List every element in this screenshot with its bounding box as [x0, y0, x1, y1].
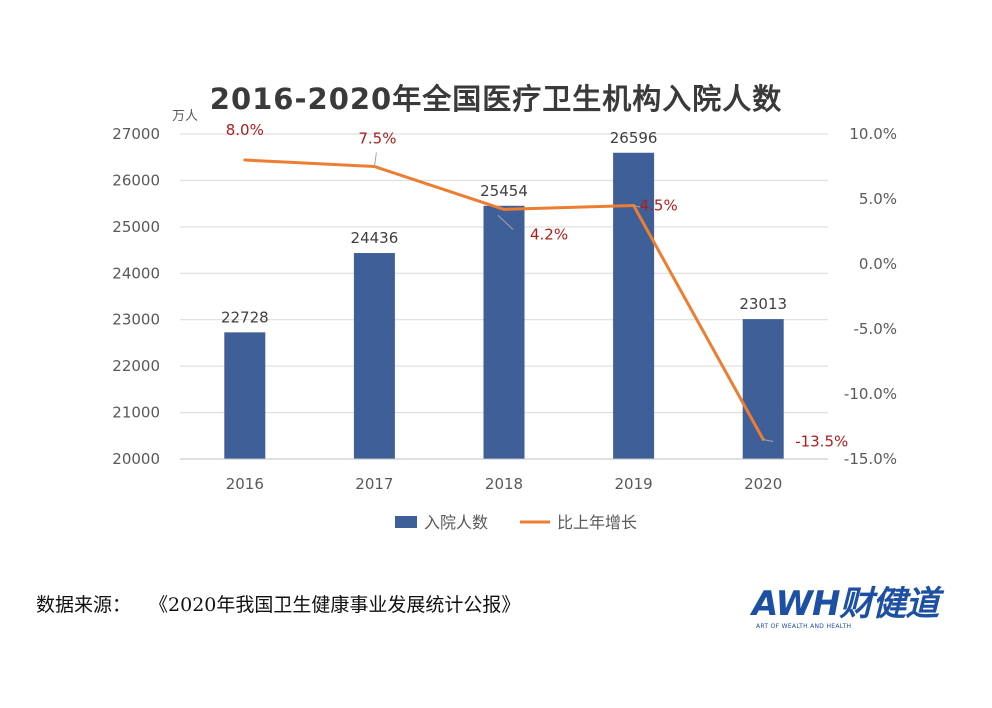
growth-value-label: 8.0% — [226, 121, 264, 139]
source-text: 《2020年我国卫生健康事业发展统计公报》 — [149, 594, 521, 616]
bar — [742, 319, 784, 459]
growth-value-label: 4.2% — [530, 225, 568, 243]
right-tick-label: -5.0% — [853, 320, 897, 338]
legend-swatch-bar — [395, 516, 417, 528]
left-tick-label: 22000 — [112, 357, 160, 375]
label-leader — [373, 152, 377, 167]
bar — [224, 332, 266, 459]
left-tick-label: 26000 — [112, 171, 160, 189]
unit-label: 万人 — [172, 109, 198, 124]
bar-value-label: 26596 — [610, 129, 658, 147]
logo-subtitle: ART OF WEALTH AND HEALTH — [756, 623, 852, 630]
right-tick-label: -15.0% — [844, 450, 897, 468]
bar-value-label: 24436 — [351, 229, 399, 247]
source-note: 数据来源： 《2020年我国卫生健康事业发展统计公报》 — [36, 590, 520, 617]
left-tick-label: 27000 — [112, 125, 160, 143]
growth-value-label: -13.5% — [795, 433, 848, 451]
label-leader — [763, 439, 774, 442]
growth-value-label: 4.5% — [640, 197, 678, 215]
x-tick-label: 2018 — [485, 475, 523, 493]
bar — [613, 152, 655, 459]
legend-label-line: 比上年增长 — [557, 513, 637, 532]
x-tick-label: 2016 — [226, 475, 264, 493]
left-tick-label: 25000 — [112, 218, 160, 236]
right-tick-label: -10.0% — [844, 385, 897, 403]
brand-logo: AWH财健道 ART OF WEALTH AND HEALTH — [752, 586, 964, 632]
label-leader — [633, 205, 642, 208]
source-label: 数据来源： — [36, 594, 132, 616]
bar — [353, 253, 395, 459]
bar-value-label: 22728 — [221, 308, 269, 326]
right-tick-label: 0.0% — [859, 255, 897, 273]
left-tick-label: 24000 — [112, 264, 160, 282]
growth-point — [243, 158, 247, 162]
chart-title: 2016-2020年全国医疗卫生机构入院人数 — [209, 82, 783, 116]
growth-point — [502, 207, 506, 211]
left-tick-label: 23000 — [112, 311, 160, 329]
bar — [483, 205, 525, 459]
legend-label-bar: 入院人数 — [424, 513, 488, 532]
left-tick-label: 21000 — [112, 404, 160, 422]
bar-value-label: 25454 — [480, 182, 528, 200]
x-tick-label: 2020 — [744, 475, 782, 493]
growth-value-label: 7.5% — [358, 130, 396, 148]
left-tick-label: 20000 — [112, 450, 160, 468]
bar-value-label: 23013 — [739, 295, 787, 313]
right-tick-label: 10.0% — [849, 125, 897, 143]
label-leader — [497, 215, 514, 230]
x-tick-label: 2017 — [355, 475, 393, 493]
right-tick-label: 5.0% — [859, 190, 897, 208]
x-tick-label: 2019 — [615, 475, 653, 493]
logo-text: AWH财健道 — [752, 584, 939, 624]
